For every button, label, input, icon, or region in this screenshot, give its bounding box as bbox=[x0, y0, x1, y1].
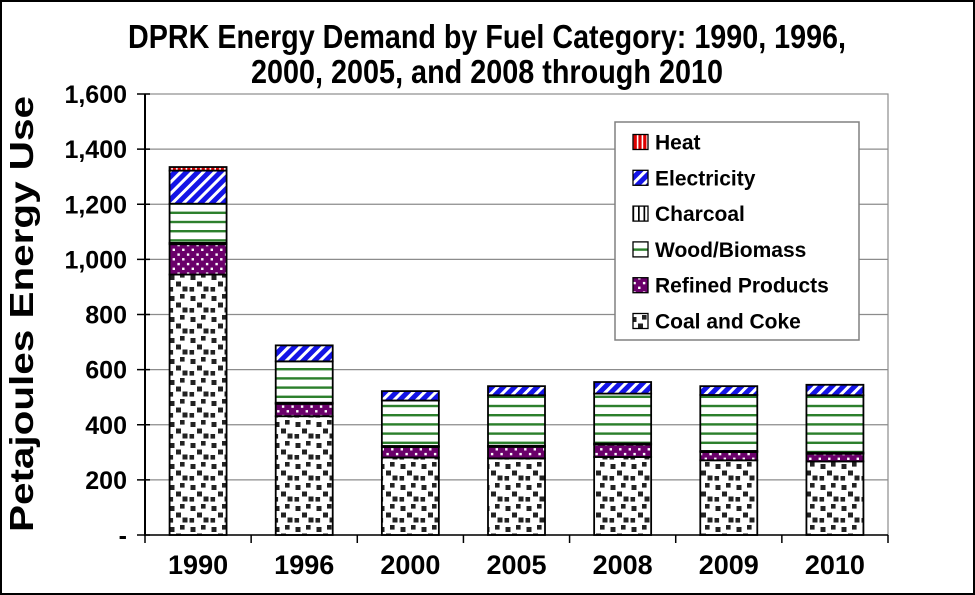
bar-1990-wood-biomass bbox=[168, 202, 228, 244]
legend-swatch-coal-and-coke-icon bbox=[632, 312, 649, 330]
legend-label-wood-biomass: Wood/Biomass bbox=[655, 239, 806, 262]
bar-2005-coal-and-coke bbox=[487, 457, 546, 536]
bar-2008-electricity bbox=[593, 381, 653, 395]
bar-2008-wood-biomass bbox=[593, 392, 653, 445]
bar-2009-refined-products bbox=[699, 451, 759, 462]
bar-2010-refined-products bbox=[805, 452, 865, 463]
legend-item-heat: Heat bbox=[632, 132, 701, 155]
bar-2000-wood-biomass bbox=[380, 399, 440, 447]
legend-box bbox=[614, 121, 860, 341]
x-axis-labels: 1990 1996 2000 2005 2008 2009 2010 bbox=[168, 550, 865, 580]
legend-swatch-electricity-icon bbox=[632, 169, 649, 186]
legend: Heat Electricity Charcoal Wood/Biomass Refin… bbox=[614, 121, 860, 341]
chart-title-line2: 2000, 2005, and 2008 through 2010 bbox=[251, 53, 723, 90]
y-tick-label-800: 800 bbox=[85, 302, 127, 330]
y-tick-label-200: 200 bbox=[85, 467, 127, 495]
legend-item-electricity: Electricity bbox=[632, 167, 756, 190]
y-tick-label-0: - bbox=[119, 522, 127, 550]
bar-2010-wood-biomass bbox=[805, 394, 865, 454]
y-tick-label-600: 600 bbox=[85, 357, 127, 385]
legend-swatch-charcoal-icon bbox=[632, 205, 649, 222]
x-label-1990: 1990 bbox=[168, 550, 228, 580]
legend-swatch-refined-products-icon bbox=[632, 277, 649, 294]
bar-1996-coal-and-coke bbox=[274, 415, 334, 536]
legend-label-refined-products: Refined Products bbox=[655, 275, 829, 298]
bar-1996-refined-products bbox=[274, 402, 334, 418]
bar-2000-electricity bbox=[380, 390, 440, 402]
bar-2009-electricity bbox=[699, 385, 759, 396]
legend-label-electricity: Electricity bbox=[655, 167, 756, 190]
x-label-1996: 1996 bbox=[274, 550, 334, 580]
y-tick-label-400: 400 bbox=[85, 412, 127, 440]
legend-label-coal-and-coke: Coal and Coke bbox=[655, 311, 801, 334]
y-tick-label-1200: 1,200 bbox=[64, 191, 127, 219]
y-axis-tick-labels: - 200 400 600 800 1,000 1,200 1,400 1,600 bbox=[64, 81, 127, 550]
legend-swatch-wood-biomass-icon bbox=[632, 241, 649, 258]
legend-item-charcoal: Charcoal bbox=[632, 203, 745, 226]
x-label-2009: 2009 bbox=[699, 550, 759, 580]
legend-item-wood-biomass: Wood/Biomass bbox=[632, 239, 806, 262]
bar-2005-wood-biomass bbox=[487, 394, 546, 447]
y-tick-label-1400: 1,400 bbox=[64, 136, 127, 164]
bar-1990-refined-products bbox=[168, 243, 228, 276]
legend-item-refined-products: Refined Products bbox=[632, 275, 829, 298]
y-tick-label-1600: 1,600 bbox=[64, 81, 127, 109]
bar-2005-electricity bbox=[487, 385, 546, 397]
x-label-2000: 2000 bbox=[380, 550, 440, 580]
bar-2008-coal-and-coke bbox=[593, 456, 653, 536]
y-tick-label-1000: 1,000 bbox=[64, 246, 127, 274]
bar-1990-heat bbox=[168, 166, 228, 172]
legend-label-charcoal: Charcoal bbox=[655, 203, 745, 226]
bar-2009-wood-biomass bbox=[699, 394, 759, 452]
legend-swatch-heat-icon bbox=[632, 133, 649, 151]
bar-1996-electricity bbox=[274, 344, 334, 363]
chart-title-line1: DPRK Energy Demand by Fuel Category: 199… bbox=[128, 18, 846, 55]
x-label-2010: 2010 bbox=[805, 550, 865, 580]
bar-2005-refined-products bbox=[487, 445, 546, 460]
legend-label-heat: Heat bbox=[655, 132, 701, 155]
bar-2010-electricity bbox=[805, 383, 865, 397]
bar-2010-coal-and-coke bbox=[805, 460, 865, 536]
x-axis-ticks bbox=[144, 535, 889, 543]
x-label-2008: 2008 bbox=[593, 550, 653, 580]
bar-2000-refined-products bbox=[380, 446, 440, 459]
bar-1990-coal-and-coke bbox=[168, 273, 228, 536]
x-label-2005: 2005 bbox=[486, 550, 546, 580]
bar-2009-coal-and-coke bbox=[699, 459, 759, 536]
bar-1990-electricity bbox=[168, 169, 228, 205]
legend-item-coal-and-coke: Coal and Coke bbox=[632, 311, 801, 334]
bar-2008-refined-products bbox=[593, 443, 653, 458]
y-axis-title: Petajoules Energy Use bbox=[3, 96, 40, 532]
bars bbox=[168, 166, 865, 536]
bar-1996-wood-biomass bbox=[274, 360, 334, 404]
bar-2000-coal-and-coke bbox=[380, 456, 440, 536]
